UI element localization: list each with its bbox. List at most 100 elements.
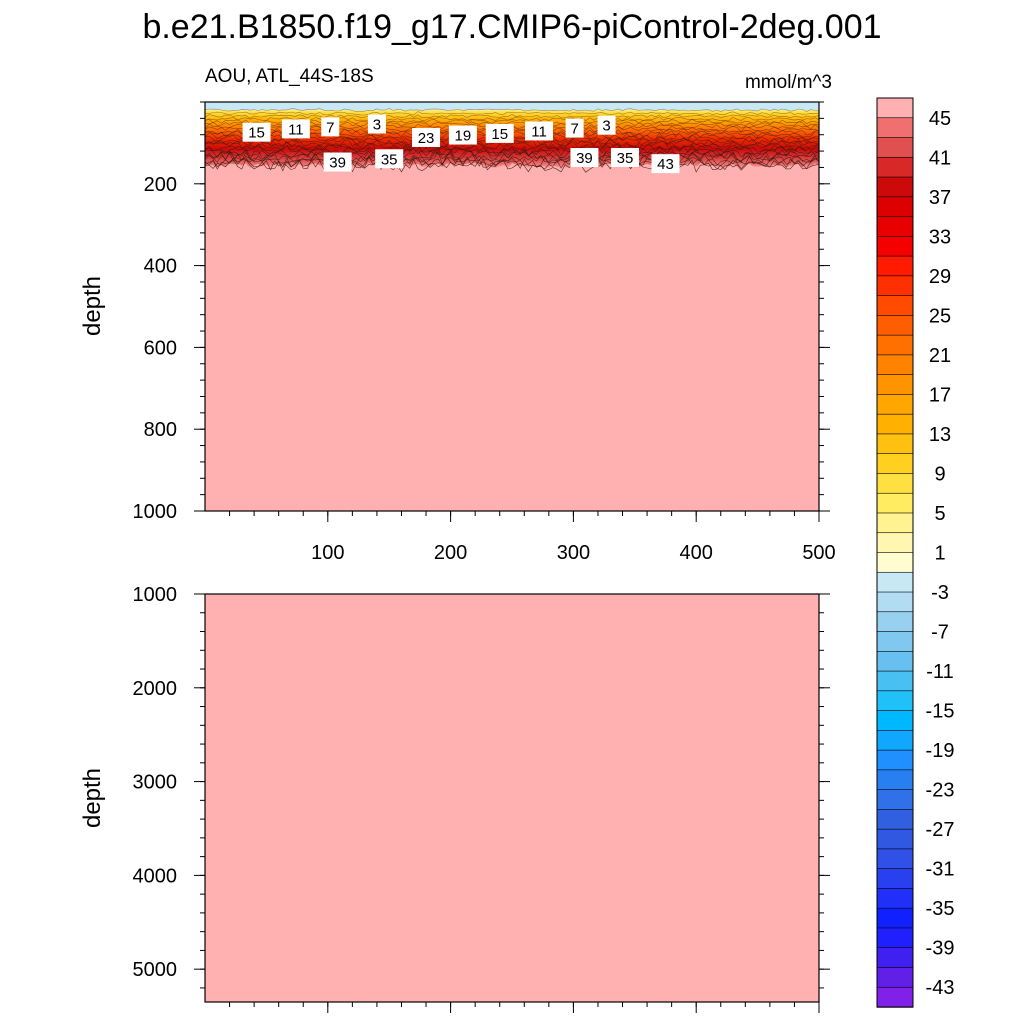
colorbar-tick-label: -39: [926, 938, 955, 960]
contour-label-bg: [597, 115, 616, 135]
y-tick-label: 400: [144, 256, 177, 278]
colorbar-swatch: [876, 473, 914, 494]
y-tick-label: 1000: [133, 584, 178, 606]
colorbar-tick-label: 29: [929, 266, 951, 288]
colorbar-tick-label: 1: [934, 543, 945, 565]
colorbar-swatch: [876, 137, 914, 158]
colorbar-swatch: [876, 334, 914, 356]
contour-label-text: 39: [329, 155, 346, 172]
colorbar-swatch: [876, 354, 914, 376]
chart-title: b.e21.B1850.f19_g17.CMIP6-piControl-2deg…: [142, 8, 881, 46]
lower-y-axis-label: depth: [79, 768, 106, 828]
y-tick-label: 3000: [133, 772, 178, 794]
contour-line: [205, 152, 819, 166]
contour-label: 11: [281, 119, 310, 139]
contour-label-text: 19: [455, 128, 472, 145]
contour-label-text: 3: [602, 118, 610, 135]
colorbar-swatch: [876, 196, 914, 218]
colorbar-tick-label: 25: [929, 305, 951, 327]
contour-label: 35: [610, 148, 639, 168]
contour-label-bg: [321, 117, 340, 137]
colorbar-swatch: [876, 730, 914, 751]
colorbar-frame: [876, 97, 914, 1008]
panel-left-label: AOU, ATL_44S-18S: [205, 66, 374, 87]
colorbar-swatch: [876, 888, 914, 909]
colorbar-swatch: [876, 117, 914, 139]
contour-labels: 15 11 7 3 23 19 15 11 7 3 39 35 39 35 43: [242, 114, 680, 174]
colorbar-swatch: [876, 97, 914, 119]
contour-label-text: 39: [576, 150, 593, 167]
colorbar-swatch: [876, 611, 914, 633]
contour-label-text: 23: [418, 130, 435, 147]
contour-label-text: 15: [491, 126, 508, 143]
colorbar-swatch: [876, 552, 914, 573]
contour-label: 43: [651, 154, 680, 174]
colorbar-swatch: [876, 236, 914, 257]
colorbar-swatch: [876, 295, 914, 317]
contour-label-text: 7: [326, 119, 334, 136]
colorbar-swatch: [876, 690, 914, 712]
contour-label-bg: [281, 119, 310, 139]
colorbar-tick-label: -3: [931, 582, 949, 604]
colorbar-swatch: [876, 967, 914, 988]
colorbar-swatch: [876, 670, 914, 692]
upper-plot-frame: [204, 101, 820, 512]
contour-label: 15: [485, 123, 514, 143]
y-tick-label: 2000: [133, 678, 178, 700]
lower-panel: 1000 2000 3000 4000 5000 depth: [79, 584, 830, 1013]
colorbar-swatch: [876, 710, 914, 732]
contour-line: [205, 154, 819, 169]
surface-layer: [205, 102, 819, 111]
colorbar-tick-label: 37: [929, 187, 951, 209]
y-tick-label: 4000: [133, 865, 178, 887]
y-tick-label: 600: [144, 337, 177, 359]
upper-y-axis: 200 400 600 800 1000: [133, 101, 830, 523]
colorbar-swatch: [876, 571, 914, 593]
colorbar-swatch: [876, 176, 914, 198]
lower-y-axis: 1000 2000 3000 4000 5000: [133, 584, 830, 989]
colorbar-swatch: [876, 868, 914, 890]
colorbar: 45 41 37 33 29 25 21 17 13 9 5 1 -3 -7 -11 -15 -19 -23 -27…: [876, 97, 955, 1008]
colorbar-tick-label: 45: [929, 108, 951, 130]
colorbar-swatch: [876, 453, 914, 475]
contour-line: [205, 150, 819, 164]
lower-plot-frame: [204, 593, 820, 1003]
contour-label-text: 35: [617, 150, 634, 167]
colorbar-tick-label: -27: [926, 819, 955, 841]
contour-label-bg: [323, 152, 352, 172]
lower-x-axis: [229, 1002, 820, 1013]
colorbar-tick-label: -7: [931, 622, 949, 644]
panel-right-label: mmol/m^3: [745, 72, 832, 93]
colorbar-tick-label: -35: [926, 898, 955, 920]
colorbar-swatch: [876, 749, 914, 771]
colorbar-swatch: [876, 631, 914, 652]
y-tick-label: 200: [144, 174, 177, 196]
colorbar-swatch: [876, 591, 914, 613]
colorbar-tick-label: -19: [926, 740, 955, 762]
contour-label-text: 11: [531, 123, 547, 140]
contour-label: 19: [448, 125, 477, 145]
x-tick-label: 400: [680, 542, 713, 564]
colorbar-swatch: [876, 255, 914, 277]
contour-label-bg: [525, 121, 554, 141]
contour-label-bg: [610, 148, 639, 168]
colorbar-swatch: [876, 512, 914, 534]
colorbar-swatch: [876, 315, 914, 336]
contour-label-bg: [242, 122, 271, 142]
contour-label-bg: [375, 149, 404, 169]
colorbar-tick-label: -15: [926, 701, 955, 723]
colorbar-tick-label: 21: [929, 345, 951, 367]
contour-label-bg: [651, 154, 680, 174]
contour-label-text: 7: [570, 121, 578, 138]
contour-label-text: 35: [381, 151, 398, 168]
contour-line: [205, 111, 819, 116]
contour-label: 35: [375, 149, 404, 169]
colorbar-swatch: [876, 769, 914, 791]
colorbar-swatch: [876, 433, 914, 455]
contour-line: [205, 146, 819, 159]
contour-line: [205, 114, 819, 119]
colorbar-swatch: [876, 650, 914, 672]
colorbar-swatch: [876, 216, 914, 238]
contour-label: 11: [525, 121, 554, 141]
contour-label-text: 11: [288, 121, 304, 138]
